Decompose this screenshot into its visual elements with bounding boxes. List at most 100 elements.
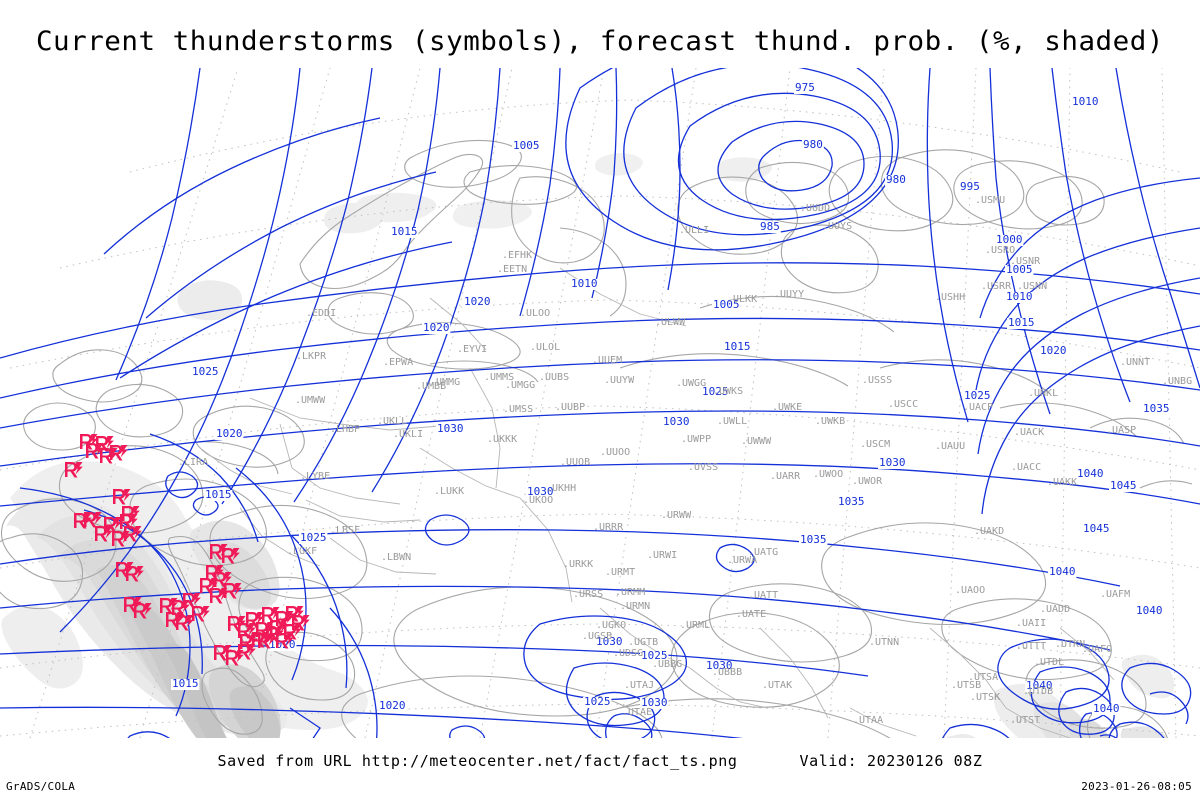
station-label: .URMT	[605, 567, 635, 578]
isobar-label: 1005	[713, 298, 740, 311]
isobar-label: 980	[886, 173, 906, 186]
station-label: .UADD	[1040, 604, 1070, 615]
station-label: .ULWW	[655, 317, 686, 328]
station-label: .LUKK	[434, 486, 464, 497]
isobar-label-bg	[1071, 97, 1100, 108]
isobar-label-bg	[701, 387, 730, 398]
isobar-label-bg	[436, 424, 465, 435]
isobar-label: 1010	[1006, 290, 1033, 303]
station-label: .EFHK	[502, 250, 532, 261]
station-label: .LYBE	[300, 471, 330, 482]
isobar-label-bg	[512, 141, 541, 152]
station-label: .UBBG	[652, 659, 682, 670]
station-label: .UKHH	[546, 483, 576, 494]
isobar-label-bg	[799, 535, 828, 546]
station-label: .UAKD	[974, 526, 1004, 537]
station-label: .LHBP	[330, 424, 360, 435]
station-label: .UTKN	[1055, 639, 1085, 650]
map-svg: 975 1010 980 1005 980 995 985 1015 1000 1005 1010 1…	[0, 68, 1200, 738]
isobar-label: 1040	[1077, 467, 1104, 480]
station-label: .UWKB	[815, 416, 845, 427]
station-label: .UGKO	[596, 620, 626, 631]
station-label: .URKK	[563, 559, 593, 570]
station-label: .EDDI	[306, 308, 336, 319]
station-label: .UTST	[1010, 715, 1040, 726]
isobar-label-bg	[1135, 606, 1164, 617]
isobar-label-bg	[378, 701, 407, 712]
station-label: .UMMG	[430, 377, 460, 388]
isobar-label-bg	[204, 490, 233, 501]
isobar-label: 975	[795, 81, 815, 94]
station-label: .UUYW	[604, 375, 635, 386]
station-label: .UATG	[748, 547, 778, 558]
station-label: .UWKE	[772, 402, 802, 413]
isobar-label-bg	[1082, 524, 1111, 535]
isobar-label: 1030	[879, 456, 906, 469]
isobar-label: 1020	[216, 427, 243, 440]
isobar-label-bg	[794, 83, 816, 94]
isobar-label: 985	[760, 220, 780, 233]
station-label: .EETN	[497, 264, 527, 275]
isobar-label-bg	[1142, 404, 1171, 415]
isobar-label: 1020	[423, 321, 450, 334]
isobar-label: 1020	[1040, 344, 1067, 357]
isobar-label-bg	[1005, 265, 1034, 276]
isobar-label-bg	[885, 175, 907, 186]
station-label: .UMWW	[295, 395, 326, 406]
station-label: .UTAA	[853, 715, 883, 726]
station-label: .USNR	[1010, 256, 1041, 267]
station-label: .UNKL	[1028, 388, 1058, 399]
isobar-label: 1015	[391, 225, 418, 238]
station-label: .UARR	[770, 471, 801, 482]
station-label: .UTAK	[762, 680, 792, 691]
station-label: .UWLL	[717, 416, 747, 427]
station-label: .UMBB	[416, 381, 446, 392]
isobar-label: 1030	[437, 422, 464, 435]
isobar-label-bg	[1005, 292, 1034, 303]
station-label: .UTSA	[968, 672, 998, 683]
station-label: .UKOO	[523, 495, 553, 506]
station-label: .URMM	[615, 587, 645, 598]
station-label: .UUOO	[600, 447, 630, 458]
valid-time: Valid: 20230126 08Z	[799, 752, 983, 770]
station-label: .UACC	[1011, 462, 1041, 473]
chart-footer: Saved from URL http://meteocenter.net/fa…	[0, 742, 1200, 800]
isobar-label: 1035	[800, 533, 827, 546]
station-label: .UAUU	[935, 441, 965, 452]
station-label: .UWOR	[852, 476, 883, 487]
isobar-label-bg	[1092, 704, 1121, 715]
isobar-label-bg	[422, 323, 451, 334]
station-label: .UWWW	[741, 436, 772, 447]
station-label: .UBBB	[712, 667, 742, 678]
station-label: .UKKK	[487, 434, 517, 445]
isobar-label: 1030	[663, 415, 690, 428]
station-label: .UWKS	[713, 386, 743, 397]
station-label: .UWPP	[681, 434, 711, 445]
isobar-label: 1020	[464, 295, 491, 308]
isobar-label: 1005	[513, 139, 540, 152]
station-label: .UATE	[736, 609, 766, 620]
isobar-label-bg	[959, 182, 981, 193]
isobar-label: 1040	[1093, 702, 1120, 715]
station-label: .ULOL	[530, 342, 560, 353]
station-label: .UMMS	[484, 372, 514, 383]
station-label: .UGTB	[628, 637, 658, 648]
station-label: .USNN	[1017, 281, 1047, 292]
isobar-label-bg	[215, 429, 244, 440]
station-label: .UASP	[1106, 425, 1136, 436]
station-label: .URMN	[620, 601, 650, 612]
isobar-label: 1015	[724, 340, 751, 353]
station-label: .USHH	[935, 292, 965, 303]
station-label: .UUDD	[800, 203, 830, 214]
station-label: .UTSK	[970, 692, 1000, 703]
station-label: .URML	[680, 620, 710, 631]
isobar-label-bg	[723, 342, 752, 353]
isobar-label: 1035	[838, 495, 865, 508]
station-label: .LBWN	[381, 552, 411, 563]
map-canvas[interactable]: 975 1010 980 1005 980 995 985 1015 1000 1005 1010 1…	[0, 68, 1200, 738]
isobar-label: 1015	[172, 677, 199, 690]
station-label: .UMSS	[503, 404, 533, 415]
station-label: .UAKK	[1047, 477, 1077, 488]
station-label: .UNNT	[1120, 357, 1150, 368]
